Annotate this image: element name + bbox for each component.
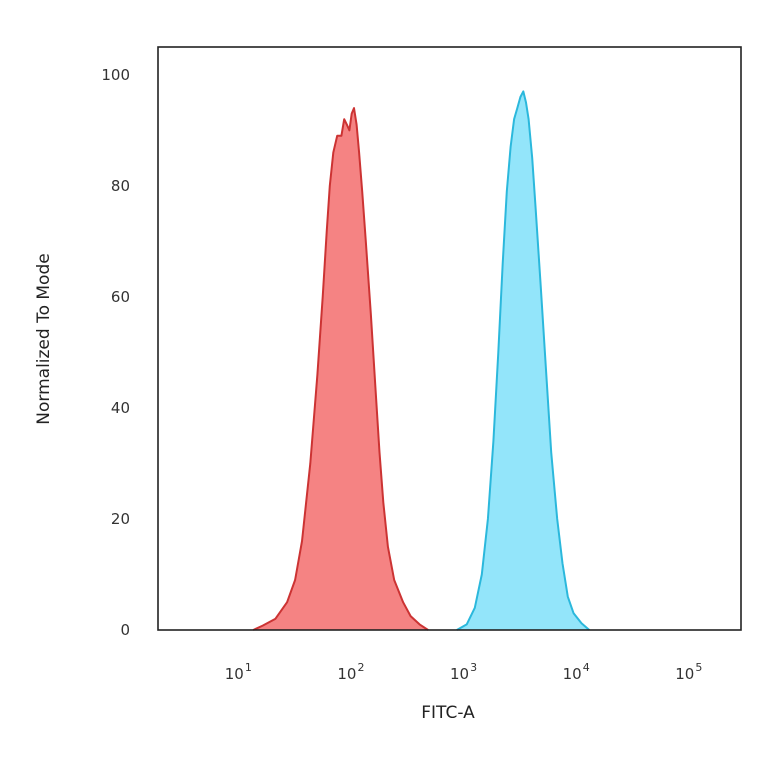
y-tick-labels: 0 20 40 60 80 100	[101, 66, 130, 639]
y-tick-label: 20	[111, 510, 130, 528]
y-axis-label: Normalized To Mode	[34, 253, 54, 424]
plot-frame	[157, 46, 742, 631]
histogram-area-1	[253, 108, 429, 631]
y-tick-label: 0	[120, 621, 130, 639]
x-axis-label: FITC-A	[421, 703, 475, 723]
y-tick-label: 60	[111, 288, 130, 306]
y-tick-label: 100	[101, 66, 130, 84]
y-tick-label: 40	[111, 399, 130, 417]
histogram-outline-2	[456, 90, 590, 631]
histogram-outline-1	[252, 107, 429, 631]
y-tick-label: 80	[111, 177, 130, 195]
series-layer	[252, 90, 590, 631]
